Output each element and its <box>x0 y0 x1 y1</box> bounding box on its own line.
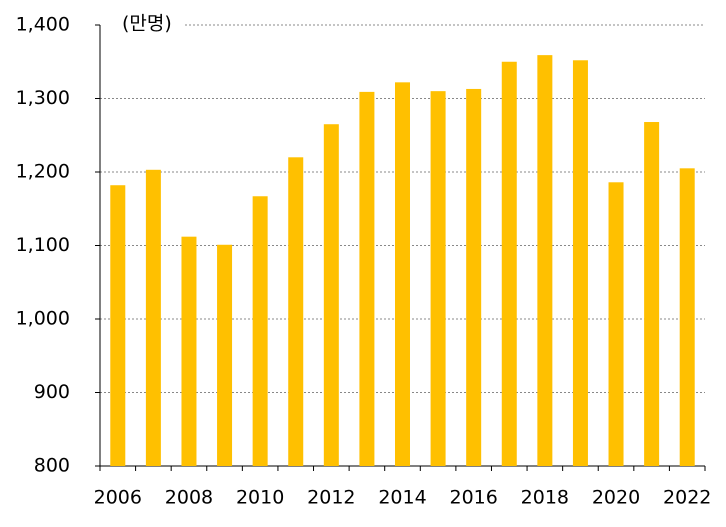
y-tick-label: 1,000 <box>16 308 70 330</box>
bar <box>395 82 410 466</box>
x-tick-label: 2012 <box>307 487 355 509</box>
bar <box>608 182 624 467</box>
bar <box>537 55 553 466</box>
y-tick-label: 800 <box>34 455 70 477</box>
x-tick-label: 2010 <box>236 487 284 509</box>
x-tick-label: 2020 <box>592 487 640 509</box>
y-tick-label: 1,200 <box>16 161 70 183</box>
bar <box>430 91 446 467</box>
bar <box>572 60 588 466</box>
x-tick-label: 2016 <box>449 487 497 509</box>
bar <box>217 244 233 466</box>
y-tick-label: 1,300 <box>16 87 70 109</box>
x-tick-label: 2022 <box>663 487 711 509</box>
bar <box>288 157 304 467</box>
bar <box>644 122 660 467</box>
bar <box>323 124 339 466</box>
y-tick-label: 1,100 <box>16 234 70 256</box>
x-tick-label: 2006 <box>94 487 142 509</box>
x-tick-label: 2014 <box>378 487 426 509</box>
y-tick-label: 900 <box>34 381 70 403</box>
bar <box>181 236 197 466</box>
bar <box>110 185 126 467</box>
x-tick-label: 2008 <box>165 487 213 509</box>
bar <box>359 91 375 466</box>
y-tick-label: 1,400 <box>16 14 70 36</box>
bar <box>466 88 482 466</box>
bar <box>252 196 268 466</box>
unit-label: (만명) <box>122 13 172 35</box>
bar <box>145 169 161 467</box>
bar <box>501 61 517 466</box>
x-tick-label: 2018 <box>521 487 569 509</box>
bar <box>679 168 695 466</box>
